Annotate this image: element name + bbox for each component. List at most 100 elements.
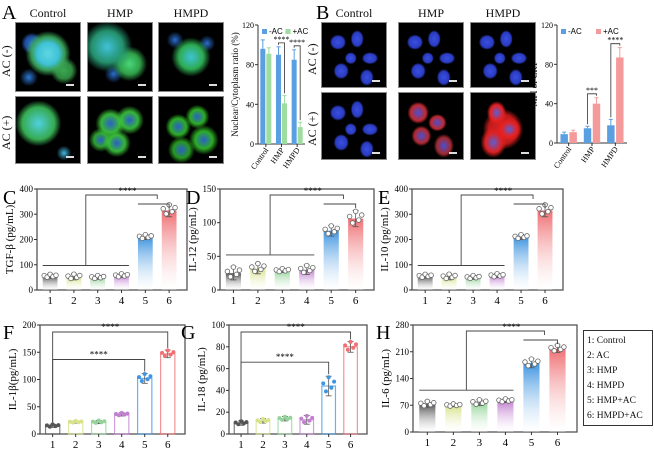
data-point — [328, 223, 334, 229]
data-point — [285, 266, 292, 273]
x-tick-label: 3 — [282, 439, 288, 451]
significance-bracket — [323, 203, 357, 208]
x-tick-label: 5 — [326, 439, 332, 451]
panel-letter: H — [376, 322, 390, 344]
column-title: HMP — [417, 6, 444, 20]
data-point — [168, 352, 173, 357]
data-point — [351, 345, 356, 350]
data-point — [68, 275, 74, 282]
data-point — [47, 424, 52, 429]
x-tick-label: 3 — [470, 295, 476, 307]
data-point — [162, 353, 167, 358]
scale-bar — [138, 84, 146, 86]
data-point — [515, 235, 521, 242]
data-point — [282, 414, 287, 419]
x-tick-label: 1 — [422, 295, 428, 307]
x-tick-label: 5 — [518, 295, 524, 307]
data-point — [244, 420, 249, 425]
y-tick-label: 150 — [23, 347, 37, 357]
data-point — [443, 275, 449, 282]
y-tick-label: 300 — [20, 209, 34, 219]
data-point — [227, 274, 234, 280]
data-point — [142, 371, 147, 376]
panel-letter: E — [378, 187, 390, 209]
data-point — [139, 379, 144, 384]
data-point — [233, 271, 240, 278]
data-point — [536, 206, 542, 212]
y-axis-label: IL-12 (pg/mL) — [187, 207, 199, 272]
bar — [497, 400, 514, 432]
data-point — [354, 342, 359, 347]
panel-letter: A — [2, 2, 17, 24]
bar — [445, 405, 462, 432]
micrograph-image — [470, 92, 536, 160]
data-point — [522, 359, 528, 365]
scale-bar — [138, 156, 146, 158]
data-point — [249, 264, 255, 270]
x-tick-label: 2 — [255, 295, 261, 307]
bar — [569, 132, 577, 143]
x-tick-label: 1 — [425, 437, 431, 449]
significance-bracket — [513, 203, 546, 208]
y-tick-label: 300 — [395, 209, 409, 219]
bar — [471, 402, 488, 432]
data-point — [345, 347, 350, 352]
x-tick-label: 5 — [142, 439, 148, 451]
data-point — [457, 401, 463, 408]
panel-letter: B — [316, 2, 329, 24]
bar — [160, 353, 176, 435]
y-tick-label: 400 — [20, 184, 34, 194]
x-tick-label: 5 — [143, 295, 149, 307]
y-axis-label: Nuclear/Cytoplasm ratio (%) — [230, 32, 240, 136]
x-tick-label: 2 — [260, 439, 266, 451]
micrograph-image — [321, 92, 387, 160]
significance-bracket — [42, 194, 158, 266]
data-point — [346, 213, 353, 220]
legend-swatch — [596, 29, 601, 34]
data-point — [299, 416, 304, 421]
data-point — [239, 419, 244, 424]
panel-letter: G — [181, 322, 195, 344]
legend-item: 6: HMPD+AC — [587, 411, 643, 421]
x-tick-label: HMP — [579, 145, 597, 165]
legend-label: -AC — [568, 27, 582, 36]
data-point — [96, 418, 101, 423]
data-point — [548, 344, 554, 351]
data-point — [561, 344, 567, 350]
data-point — [230, 264, 237, 270]
data-point — [124, 271, 131, 278]
plot-frame — [39, 324, 186, 435]
data-point — [171, 350, 176, 355]
legend-swatch — [262, 29, 267, 34]
data-point — [77, 272, 83, 279]
data-point — [359, 212, 365, 218]
data-point — [172, 204, 178, 211]
significance-bracket — [417, 194, 534, 266]
data-point — [473, 401, 479, 407]
data-point — [525, 362, 531, 369]
x-tick-label: Control — [249, 145, 271, 171]
scale-bar — [209, 84, 217, 86]
data-point — [298, 265, 304, 272]
significance-bracket — [225, 194, 344, 256]
x-tick-label: 5 — [328, 295, 334, 307]
significance-bracket — [587, 93, 597, 125]
data-point — [236, 267, 243, 273]
data-point — [421, 403, 427, 409]
x-tick-label: 4 — [503, 437, 509, 449]
y-axis-label: IL-1β(pg/mL) — [7, 348, 19, 410]
y-tick-label: 100 — [20, 260, 34, 270]
y-tick-label: 200 — [20, 235, 34, 245]
y-tick-label: 140 — [396, 374, 410, 384]
bar — [323, 230, 339, 290]
x-tick-label: 2 — [71, 295, 77, 307]
y-tick-label: 100 — [203, 218, 217, 228]
data-point — [280, 417, 285, 422]
x-tick-label: 4 — [119, 295, 125, 307]
micrograph-image — [15, 96, 81, 164]
data-point — [261, 263, 267, 269]
significance-bracket — [610, 43, 621, 118]
y-tick-label: 0 — [404, 285, 409, 295]
data-point — [531, 361, 538, 367]
data-point — [348, 339, 353, 344]
